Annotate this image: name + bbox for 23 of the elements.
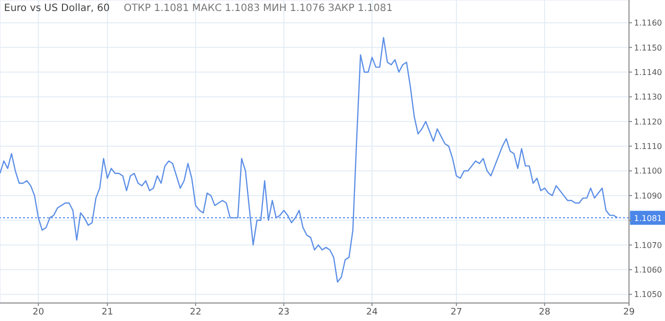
y-tick-label: 1.1070 bbox=[634, 240, 662, 250]
y-tick-label: 1.1110 bbox=[634, 142, 662, 152]
y-tick-label: 1.1140 bbox=[634, 68, 662, 77]
y-tick-label: 1.1060 bbox=[634, 266, 662, 275]
x-tick-label: 22 bbox=[190, 307, 202, 318]
x-tick-label: 28 bbox=[538, 307, 551, 318]
x-tick-label: 20 bbox=[32, 307, 44, 318]
y-tick-label: 1.1100 bbox=[634, 166, 662, 176]
x-tick-label: 24 bbox=[366, 307, 378, 318]
line-series bbox=[0, 36, 618, 283]
x-tick-label: 23 bbox=[278, 307, 290, 318]
chart-title: Euro vs US Dollar, 60 bbox=[4, 3, 110, 14]
y-tick-label: 1.1130 bbox=[634, 92, 662, 102]
ref-line-label: 1.1081 bbox=[634, 214, 662, 223]
chart-subtitle: ОТКР 1.1081 МАКС 1.1083 МИН 1.1076 ЗАКР 1.1081 bbox=[124, 3, 393, 14]
x-tick-label: 29 bbox=[623, 307, 635, 318]
y-tick-label: 1.1120 bbox=[634, 117, 662, 126]
y-tick-label: 1.1160 bbox=[634, 18, 662, 28]
y-tick-label: 1.1150 bbox=[634, 43, 662, 52]
x-tick-label: 21 bbox=[102, 307, 114, 318]
y-tick-label: 1.1050 bbox=[634, 290, 662, 300]
y-tick-label: 1.1090 bbox=[634, 191, 662, 200]
x-tick-label: 27 bbox=[450, 307, 462, 318]
